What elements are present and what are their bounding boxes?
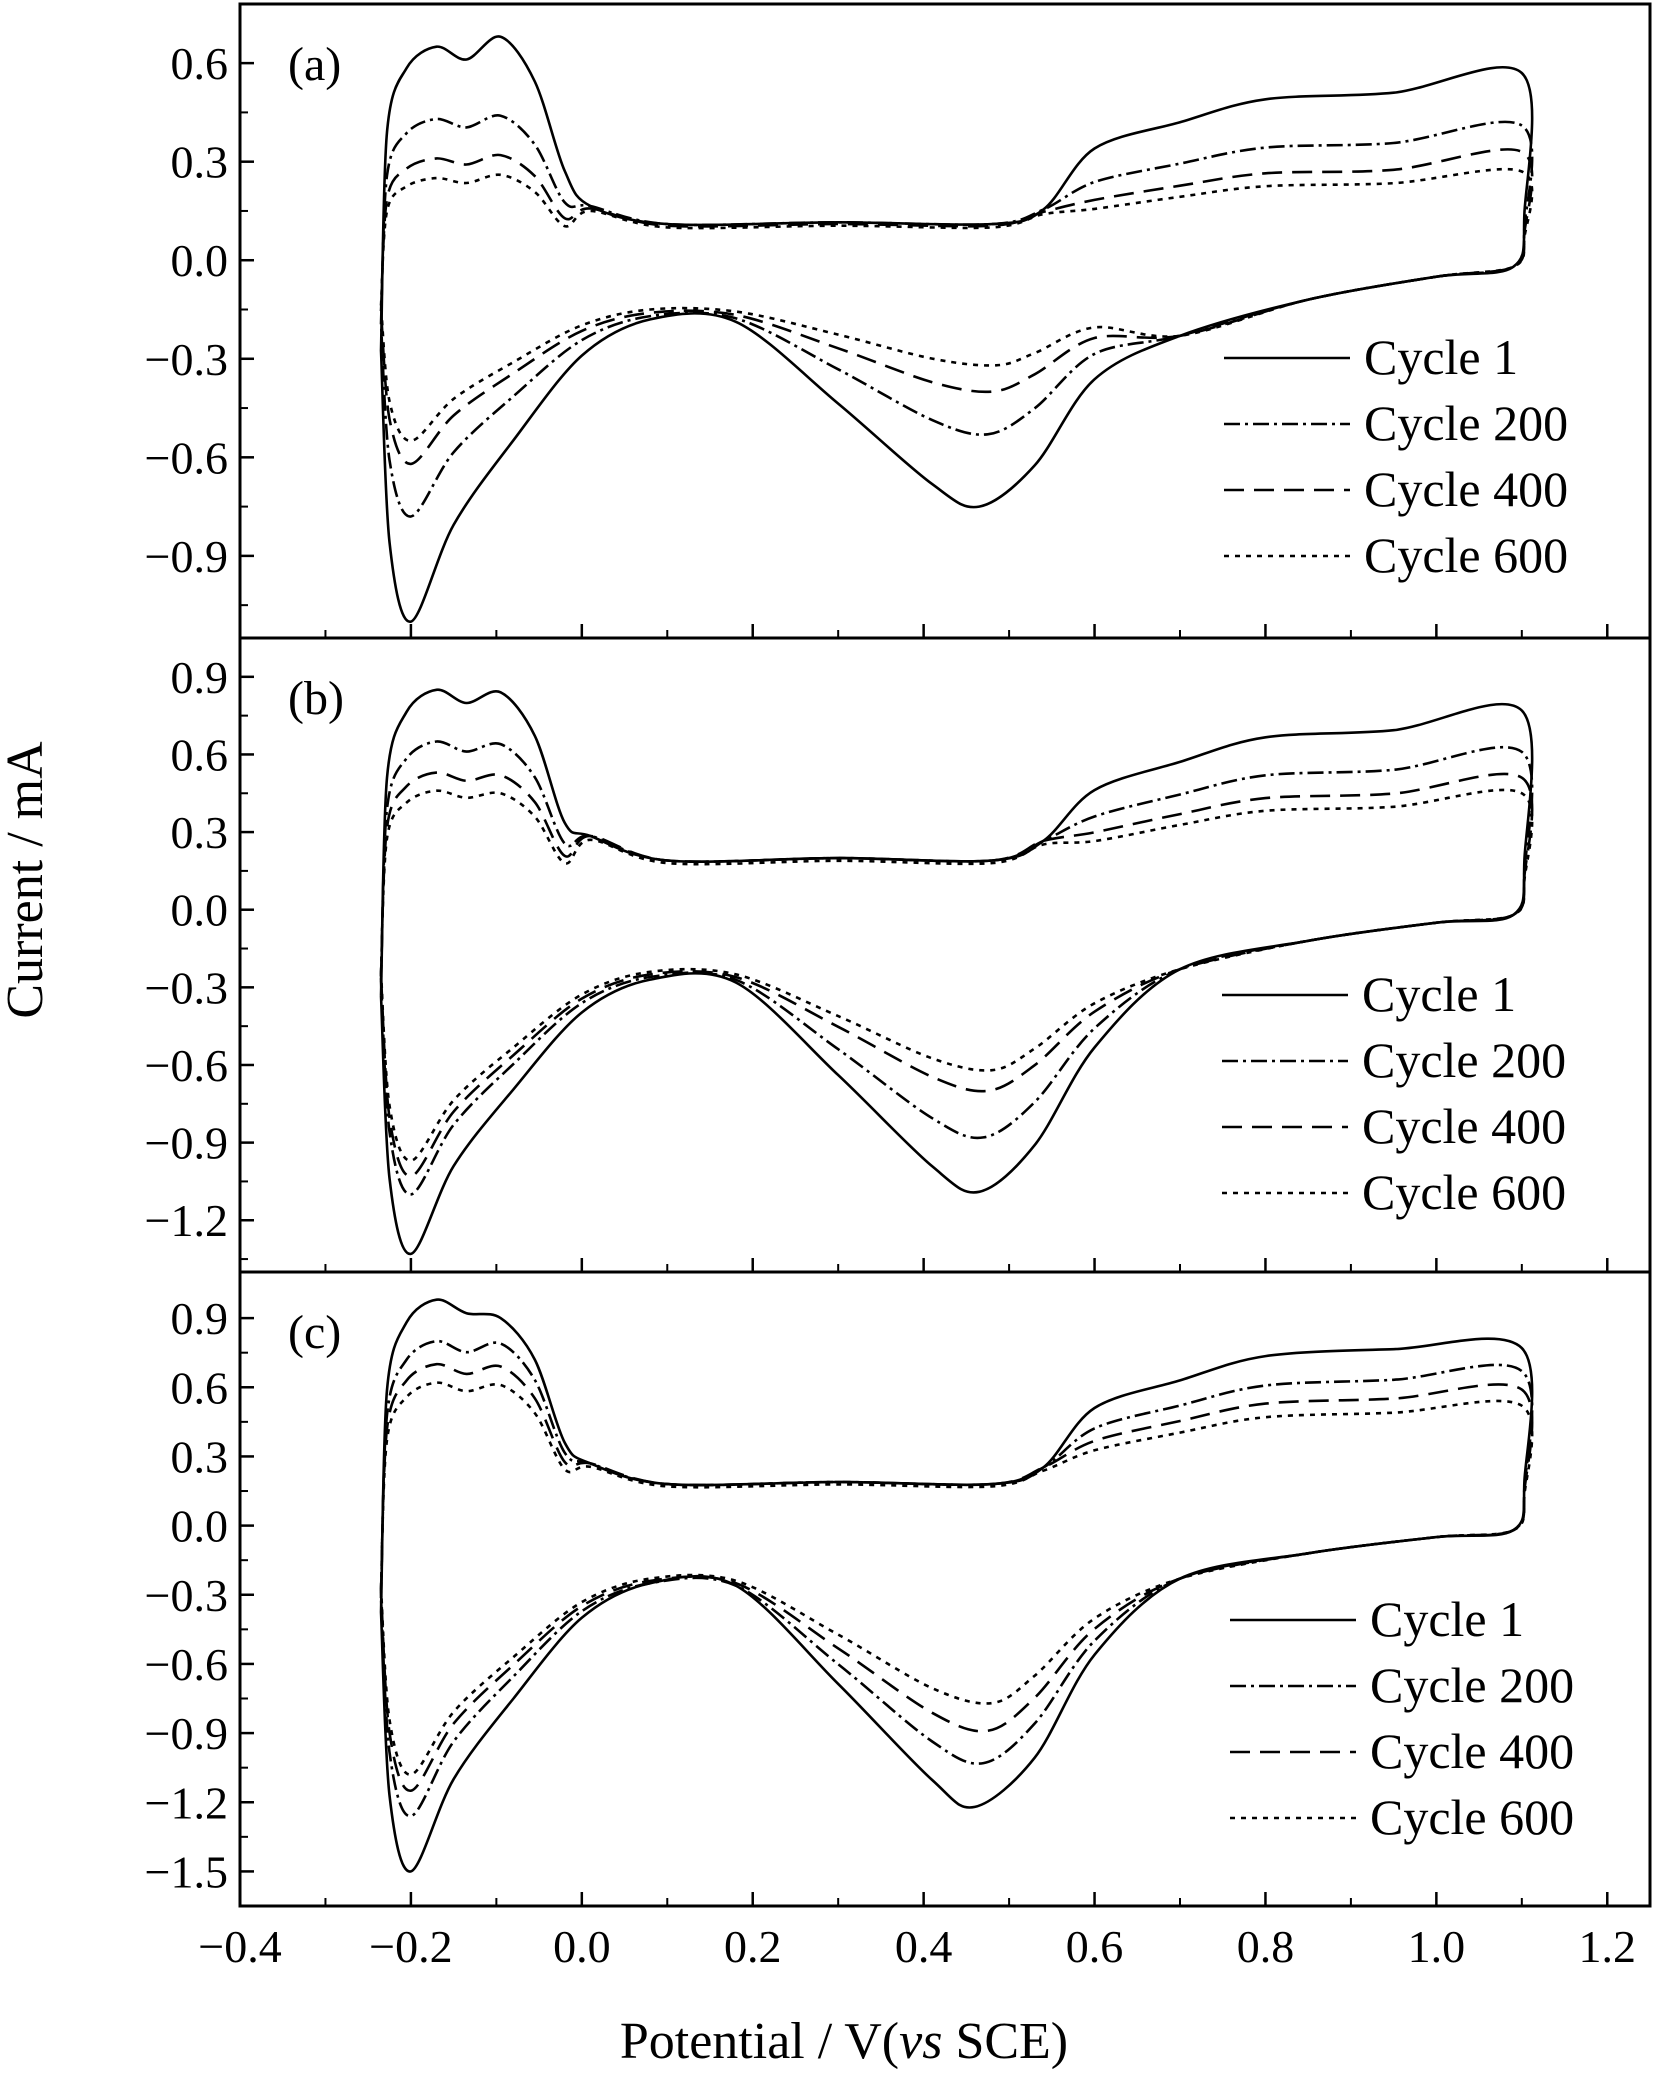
x-axis-label-part-2: SCE) bbox=[942, 2013, 1068, 2070]
legend-label: Cycle 200 bbox=[1370, 1657, 1574, 1713]
x-tick-label: 0.8 bbox=[1237, 1921, 1295, 1972]
legend-label: Cycle 600 bbox=[1364, 527, 1568, 583]
legend-label: Cycle 200 bbox=[1364, 395, 1568, 451]
legend-label: Cycle 400 bbox=[1370, 1723, 1574, 1779]
y-tick-label: 0.0 bbox=[171, 235, 229, 286]
y-tick-label: −0.6 bbox=[145, 1639, 228, 1690]
panel-label: (a) bbox=[288, 38, 341, 91]
y-tick-label: 0.3 bbox=[171, 137, 229, 188]
series-line-dashdot bbox=[379, 740, 1534, 1196]
series-line-dotted bbox=[379, 167, 1534, 443]
series-line-dashed bbox=[379, 771, 1534, 1178]
legend-label: Cycle 1 bbox=[1364, 329, 1518, 385]
series-line-dotted bbox=[379, 788, 1534, 1162]
y-tick-label: −0.3 bbox=[145, 334, 228, 385]
plot-frame bbox=[238, 1270, 1652, 1908]
y-tick-label: 0.3 bbox=[171, 1431, 229, 1482]
y-tick-label: 0.6 bbox=[171, 729, 229, 780]
legend-label: Cycle 1 bbox=[1362, 966, 1516, 1022]
x-tick-label: 1.0 bbox=[1408, 1921, 1466, 1972]
x-axis-label-part-1: Potential / V( bbox=[620, 2013, 899, 2070]
x-tick-label: −0.2 bbox=[369, 1921, 452, 1972]
panel-a: 0.6 0.3 0.0 −0.3 −0.6 −0.9 (a) Cycle 1 Cycle 200… bbox=[145, 2, 1652, 640]
series-line-solid bbox=[379, 35, 1534, 623]
series-line-dashed bbox=[379, 148, 1534, 466]
panel-b: 0.9 0.6 0.3 0.0 −0.3 −0.6 −0.9 −1.2 (b) Cycle 1 Cy… bbox=[145, 636, 1652, 1274]
y-tick-label: −0.6 bbox=[145, 1040, 228, 1091]
x-tick-label: 1.2 bbox=[1579, 1921, 1637, 1972]
x-tick-label: 0.6 bbox=[1066, 1921, 1124, 1972]
y-axis-label: Current / mA bbox=[0, 741, 54, 1019]
y-tick-label: −1.2 bbox=[145, 1195, 228, 1246]
y-tick-label: −0.6 bbox=[145, 432, 228, 483]
legend-label: Cycle 1 bbox=[1370, 1591, 1524, 1647]
y-tick-label: 0.6 bbox=[171, 38, 229, 89]
y-tick-label: 0.0 bbox=[171, 1501, 229, 1552]
x-tick-label: −0.4 bbox=[198, 1921, 281, 1972]
legend-label: Cycle 200 bbox=[1362, 1032, 1566, 1088]
legend-label: Cycle 600 bbox=[1370, 1789, 1574, 1845]
legend-label: Cycle 400 bbox=[1364, 461, 1568, 517]
series-line-dashed bbox=[379, 1362, 1534, 1792]
panel-label: (b) bbox=[288, 672, 344, 725]
x-axis-label-vs: vs bbox=[899, 2013, 942, 2070]
x-tick-label: 0.0 bbox=[553, 1921, 611, 1972]
y-tick-label: 0.9 bbox=[171, 1293, 229, 1344]
series-line-dashdot bbox=[379, 114, 1534, 518]
panel-c: 0.9 0.6 0.3 0.0 −0.3 −0.6 −0.9 −1.2 −1.5 (c) Cycle… bbox=[145, 1270, 1652, 1908]
y-tick-label: −1.2 bbox=[145, 1777, 228, 1828]
y-tick-label: −0.9 bbox=[145, 531, 228, 582]
panel-label: (c) bbox=[288, 1306, 341, 1359]
y-tick-label: −0.3 bbox=[145, 1570, 228, 1621]
y-tick-label: −0.9 bbox=[145, 1708, 228, 1759]
x-axis: −0.4 −0.2 0.0 0.2 0.4 0.6 0.8 1.0 1.2 bbox=[198, 1921, 1636, 1972]
y-tick-label: −0.3 bbox=[145, 962, 228, 1013]
y-tick-label: −1.5 bbox=[145, 1846, 228, 1897]
series-line-solid bbox=[379, 688, 1534, 1256]
x-tick-label: 0.2 bbox=[724, 1921, 782, 1972]
series-line-dotted bbox=[379, 1381, 1534, 1776]
legend-label: Cycle 600 bbox=[1362, 1164, 1566, 1220]
y-tick-label: 0.6 bbox=[171, 1362, 229, 1413]
panels-group: 0.6 0.3 0.0 −0.3 −0.6 −0.9 (a) Cycle 1 Cycle 200… bbox=[145, 2, 1652, 1908]
x-tick-label: 0.4 bbox=[895, 1921, 953, 1972]
x-axis-label: Potential / V(vs SCE) bbox=[620, 2013, 1068, 2070]
y-tick-label: 0.3 bbox=[171, 807, 229, 858]
y-tick-label: −0.9 bbox=[145, 1118, 228, 1169]
y-tick-label: 0.9 bbox=[171, 652, 229, 703]
legend-label: Cycle 400 bbox=[1362, 1098, 1566, 1154]
y-tick-label: 0.0 bbox=[171, 885, 229, 936]
series-line-solid bbox=[379, 1298, 1534, 1873]
